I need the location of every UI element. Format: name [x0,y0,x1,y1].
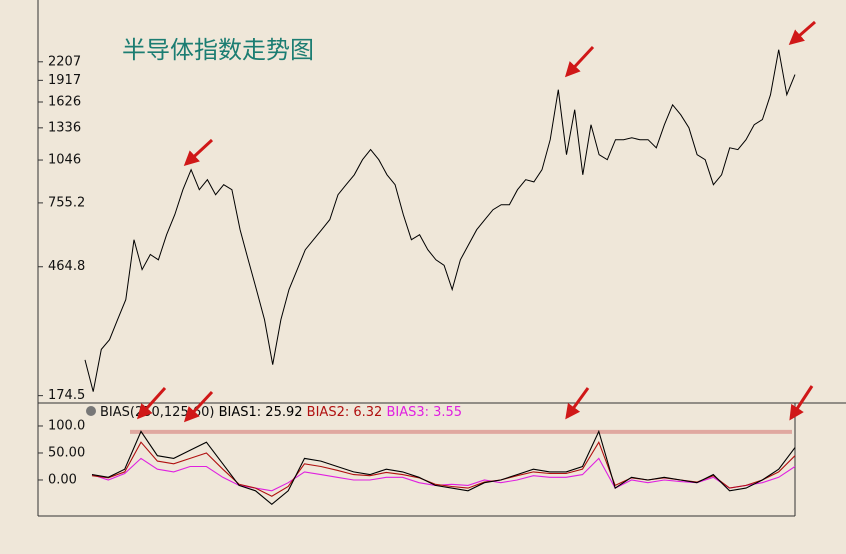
y-tick-label: 1917 [48,73,81,88]
arrows [136,20,816,423]
indicator-header: BIAS(250,125,60) BIAS1: 25.92 BIAS2: 6.3… [100,405,462,420]
y-tick-label: 1626 [48,94,81,109]
y-tick-label: 1336 [48,120,81,135]
arrow [183,138,214,167]
chart-title: 半导体指数走势图 [122,36,314,64]
arrow [183,390,214,423]
y-tick-label: 50.00 [48,445,85,460]
y-tick-label: 1046 [48,153,81,168]
arrow [565,387,590,420]
collapse-icon[interactable] [86,406,96,416]
arrow [136,386,167,420]
plot: 2207 1917 1626 1336 1046 755.2 464.8 174.5 100.0… [38,49,796,506]
y-tick-label: 755.2 [48,195,85,210]
y-tick-label: 2207 [48,54,81,69]
y-tick-label: 174.5 [48,388,85,403]
data-line [91,440,796,497]
y-tick-label: 0.00 [48,472,77,487]
legend-entry: BIAS2: 6.32 [307,405,383,420]
arrow [789,385,814,421]
arrow [564,45,595,78]
y-tick-label: 100.0 [48,418,85,433]
y-tick-label: 464.8 [48,259,85,274]
legend-entry: BIAS1: 25.92 [219,405,303,420]
legend-entry: BIAS3: 3.55 [386,405,462,420]
data-line [91,429,796,506]
data-line [84,49,796,392]
arrow [788,20,816,45]
